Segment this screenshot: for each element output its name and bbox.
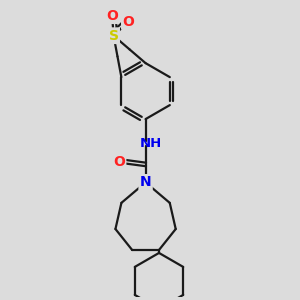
- Text: O: O: [122, 15, 134, 28]
- Text: N: N: [140, 176, 152, 189]
- Text: O: O: [106, 9, 118, 23]
- Text: O: O: [113, 155, 125, 169]
- Text: S: S: [109, 29, 118, 43]
- Text: NH: NH: [140, 137, 162, 150]
